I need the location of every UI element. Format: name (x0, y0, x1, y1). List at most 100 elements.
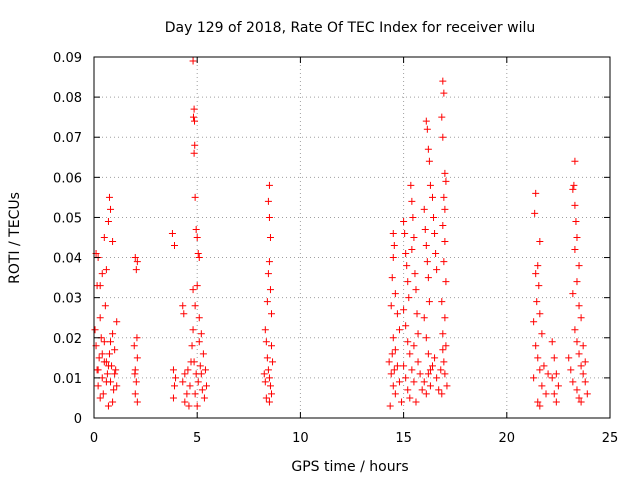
data-point (113, 318, 121, 326)
data-point (389, 254, 397, 262)
data-point (266, 234, 274, 241)
data-point (408, 366, 416, 374)
data-point (426, 366, 434, 374)
data-point (191, 117, 199, 125)
data-point (261, 326, 269, 334)
y-tick-label: 0.03 (53, 292, 82, 307)
data-point (532, 342, 540, 350)
data-point (442, 278, 450, 286)
data-point (131, 390, 139, 398)
data-point (414, 358, 422, 366)
data-point (540, 362, 548, 370)
data-point (422, 390, 430, 398)
data-point (423, 125, 431, 133)
data-point (385, 358, 393, 366)
data-point (425, 157, 433, 165)
data-point (554, 382, 562, 390)
data-point (190, 358, 198, 366)
data-point (575, 350, 583, 358)
data-point (442, 177, 450, 185)
data-point (102, 266, 110, 274)
data-point (96, 314, 104, 322)
data-point (534, 262, 542, 270)
data-point (414, 330, 422, 338)
data-point (552, 398, 560, 406)
data-point (573, 386, 581, 394)
data-point (172, 374, 180, 382)
data-point (405, 294, 413, 302)
data-point (425, 298, 433, 306)
data-point (433, 374, 441, 382)
data-point (406, 350, 414, 358)
data-point (571, 246, 579, 254)
data-point (189, 113, 197, 121)
data-point (438, 298, 446, 306)
data-point (410, 342, 418, 350)
data-point (185, 402, 193, 410)
data-point (573, 234, 581, 241)
data-point (424, 350, 432, 358)
data-point (531, 209, 539, 217)
data-point (191, 390, 199, 398)
data-point (103, 370, 111, 378)
data-point (189, 286, 197, 294)
data-point (420, 205, 428, 213)
data-point (441, 370, 449, 378)
data-point (435, 386, 443, 394)
data-point (575, 394, 583, 402)
data-point (100, 358, 108, 366)
data-point (403, 262, 411, 270)
data-point (410, 234, 418, 241)
data-point (197, 370, 205, 378)
data-point (266, 382, 274, 390)
y-tick-label: 0.08 (53, 91, 82, 106)
data-point (105, 350, 113, 358)
data-point (401, 229, 409, 237)
data-point (441, 169, 449, 177)
data-point (113, 382, 121, 390)
data-point (94, 366, 102, 374)
data-point (441, 205, 449, 213)
data-point (268, 390, 276, 398)
data-point (390, 366, 398, 374)
data-point (421, 225, 429, 233)
data-point (179, 302, 187, 310)
x-tick-label: 5 (193, 431, 201, 446)
data-point (194, 378, 202, 386)
data-point (441, 238, 449, 246)
data-point (538, 382, 546, 390)
data-point (389, 334, 397, 342)
data-point (410, 378, 418, 386)
data-point (265, 181, 273, 189)
y-tick-label: 0.02 (53, 332, 82, 347)
data-point (532, 270, 540, 278)
data-point (111, 370, 119, 378)
data-point (195, 254, 203, 262)
data-point (168, 229, 176, 237)
data-point (424, 370, 432, 378)
data-point (94, 382, 102, 390)
data-point (418, 386, 426, 394)
data-point (402, 250, 410, 258)
y-tick-label: 0.06 (53, 171, 82, 186)
data-point (413, 310, 421, 318)
data-point (199, 350, 207, 358)
data-point (186, 382, 194, 390)
data-point (179, 378, 187, 386)
data-point (426, 382, 434, 390)
data-point (269, 358, 277, 366)
data-point (532, 189, 540, 197)
data-point (536, 366, 544, 374)
data-point (109, 238, 117, 246)
data-point (190, 149, 198, 157)
data-point (542, 390, 550, 398)
y-tick-label: 0 (74, 412, 82, 427)
data-points (91, 57, 591, 410)
data-point (583, 390, 591, 398)
data-point (402, 322, 410, 330)
x-tick-label: 20 (499, 431, 516, 446)
y-axis-title: ROTI / TECUs (7, 192, 23, 284)
data-point (439, 221, 447, 229)
data-point (107, 338, 115, 346)
